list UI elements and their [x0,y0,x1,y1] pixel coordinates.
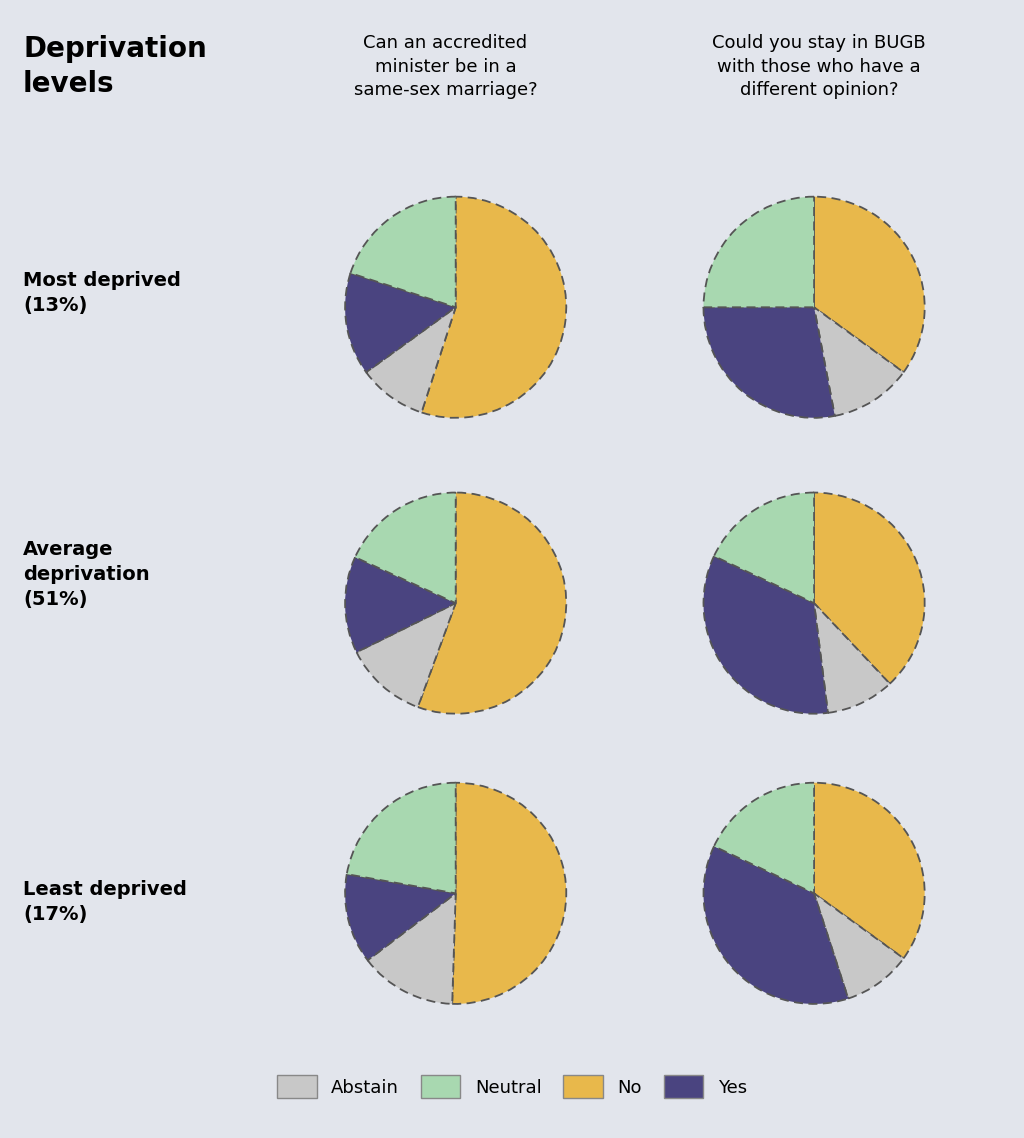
Wedge shape [356,603,456,707]
Wedge shape [345,558,456,652]
Text: Most deprived
(13%): Most deprived (13%) [24,271,181,315]
Wedge shape [453,783,566,1004]
Wedge shape [367,307,456,412]
Text: Deprivation
levels: Deprivation levels [23,35,207,98]
Wedge shape [345,273,456,372]
Wedge shape [814,603,890,712]
Wedge shape [714,493,814,603]
Wedge shape [714,783,814,893]
Wedge shape [814,307,903,415]
Text: Average
deprivation
(51%): Average deprivation (51%) [24,541,150,609]
Wedge shape [703,556,828,714]
Text: Least deprived
(17%): Least deprived (17%) [24,880,187,924]
Wedge shape [703,847,848,1004]
Text: Could you stay in BUGB
with those who have a
different opinion?: Could you stay in BUGB with those who ha… [713,34,926,99]
Wedge shape [814,783,925,958]
Wedge shape [814,893,903,998]
Text: Can an accredited
minister be in a
same-sex marriage?: Can an accredited minister be in a same-… [353,34,538,99]
Wedge shape [814,197,925,372]
Legend: Abstain, Neutral, No, Yes: Abstain, Neutral, No, Yes [278,1075,746,1098]
Wedge shape [368,893,456,1004]
Wedge shape [350,197,456,307]
Wedge shape [703,197,814,307]
Wedge shape [814,493,925,684]
Wedge shape [347,783,456,893]
Wedge shape [703,307,835,418]
Wedge shape [418,493,566,714]
Wedge shape [345,874,456,960]
Wedge shape [422,197,566,418]
Wedge shape [355,493,456,603]
